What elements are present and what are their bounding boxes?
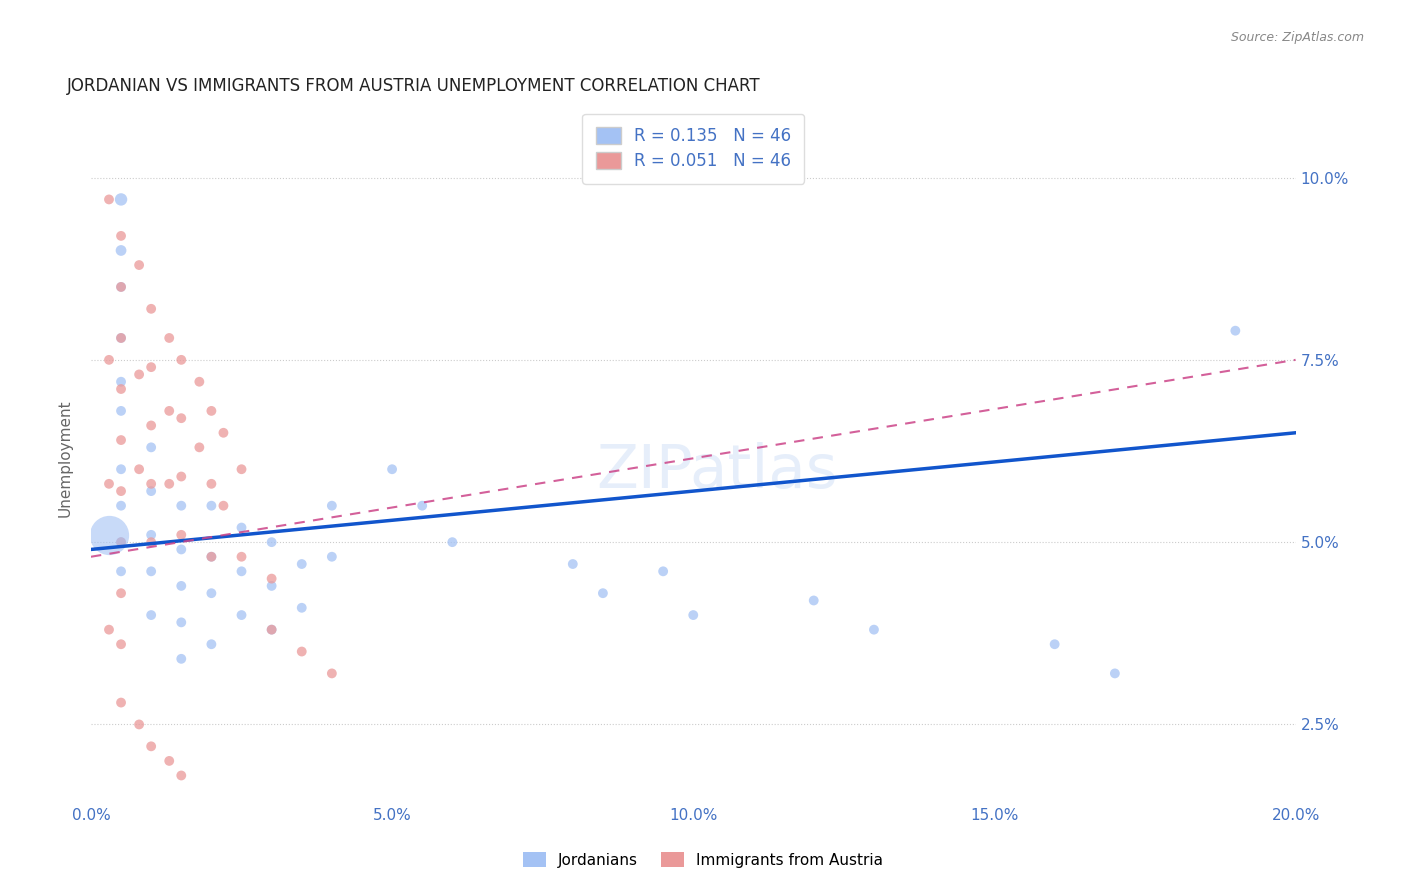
Point <box>128 258 150 272</box>
Point <box>98 193 121 207</box>
Legend: R = 0.135   N = 46, R = 0.051   N = 46: R = 0.135 N = 46, R = 0.051 N = 46 <box>582 114 804 184</box>
Point <box>110 637 132 651</box>
Point <box>1043 637 1066 651</box>
Point <box>110 382 132 396</box>
Point <box>110 228 132 243</box>
Point <box>321 549 343 564</box>
Point <box>157 476 180 491</box>
Point <box>411 499 433 513</box>
Point <box>200 476 222 491</box>
Point <box>110 586 132 600</box>
Point <box>170 499 193 513</box>
Point <box>803 593 825 607</box>
Point <box>170 768 193 782</box>
Point <box>128 717 150 731</box>
Point <box>110 535 132 549</box>
Point <box>200 549 222 564</box>
Point <box>110 404 132 418</box>
Point <box>110 375 132 389</box>
Point <box>200 586 222 600</box>
Point <box>141 608 163 623</box>
Point <box>652 564 675 578</box>
Point <box>98 528 121 542</box>
Point <box>110 433 132 447</box>
Point <box>212 499 235 513</box>
Point <box>141 441 163 455</box>
Point <box>98 476 121 491</box>
Point <box>291 644 314 658</box>
Point <box>110 696 132 710</box>
Text: Source: ZipAtlas.com: Source: ZipAtlas.com <box>1230 31 1364 45</box>
Point <box>110 535 132 549</box>
Text: JORDANIAN VS IMMIGRANTS FROM AUSTRIA UNEMPLOYMENT CORRELATION CHART: JORDANIAN VS IMMIGRANTS FROM AUSTRIA UNE… <box>67 78 761 95</box>
Point <box>231 520 253 534</box>
Point <box>260 579 283 593</box>
Point <box>141 739 163 754</box>
Point <box>110 280 132 294</box>
Point <box>110 462 132 476</box>
Point <box>231 549 253 564</box>
Point <box>141 564 163 578</box>
Point <box>170 579 193 593</box>
Point <box>141 535 163 549</box>
Point <box>141 301 163 316</box>
Point <box>381 462 404 476</box>
Legend: Jordanians, Immigrants from Austria: Jordanians, Immigrants from Austria <box>515 844 891 875</box>
Point <box>291 600 314 615</box>
Point <box>212 425 235 440</box>
Point <box>321 499 343 513</box>
Point <box>141 528 163 542</box>
Point <box>170 652 193 666</box>
Point <box>561 557 583 571</box>
Point <box>863 623 886 637</box>
Point <box>110 484 132 499</box>
Point <box>170 469 193 483</box>
Point <box>231 608 253 623</box>
Point <box>260 572 283 586</box>
Point <box>141 484 163 499</box>
Point <box>188 375 211 389</box>
Point <box>170 542 193 557</box>
Point <box>1225 324 1247 338</box>
Point <box>231 564 253 578</box>
Point <box>231 462 253 476</box>
Point <box>128 462 150 476</box>
Point <box>141 418 163 433</box>
Point <box>110 331 132 345</box>
Point <box>157 404 180 418</box>
Point <box>682 608 704 623</box>
Y-axis label: Unemployment: Unemployment <box>58 400 72 517</box>
Point <box>157 331 180 345</box>
Point <box>98 352 121 367</box>
Point <box>200 499 222 513</box>
Point <box>200 549 222 564</box>
Point <box>170 615 193 630</box>
Point <box>157 754 180 768</box>
Point <box>200 404 222 418</box>
Point <box>291 557 314 571</box>
Point <box>110 499 132 513</box>
Point <box>260 623 283 637</box>
Text: ZIPatlas: ZIPatlas <box>596 442 838 501</box>
Point <box>128 368 150 382</box>
Point <box>110 280 132 294</box>
Point <box>170 411 193 425</box>
Point <box>321 666 343 681</box>
Point <box>441 535 464 549</box>
Point <box>170 352 193 367</box>
Point <box>188 441 211 455</box>
Point <box>170 528 193 542</box>
Point <box>110 331 132 345</box>
Point <box>260 623 283 637</box>
Point <box>141 476 163 491</box>
Point <box>98 623 121 637</box>
Point <box>110 193 132 207</box>
Point <box>141 360 163 375</box>
Point <box>260 535 283 549</box>
Point <box>110 564 132 578</box>
Point <box>200 637 222 651</box>
Point <box>592 586 614 600</box>
Point <box>110 244 132 258</box>
Point <box>1104 666 1126 681</box>
